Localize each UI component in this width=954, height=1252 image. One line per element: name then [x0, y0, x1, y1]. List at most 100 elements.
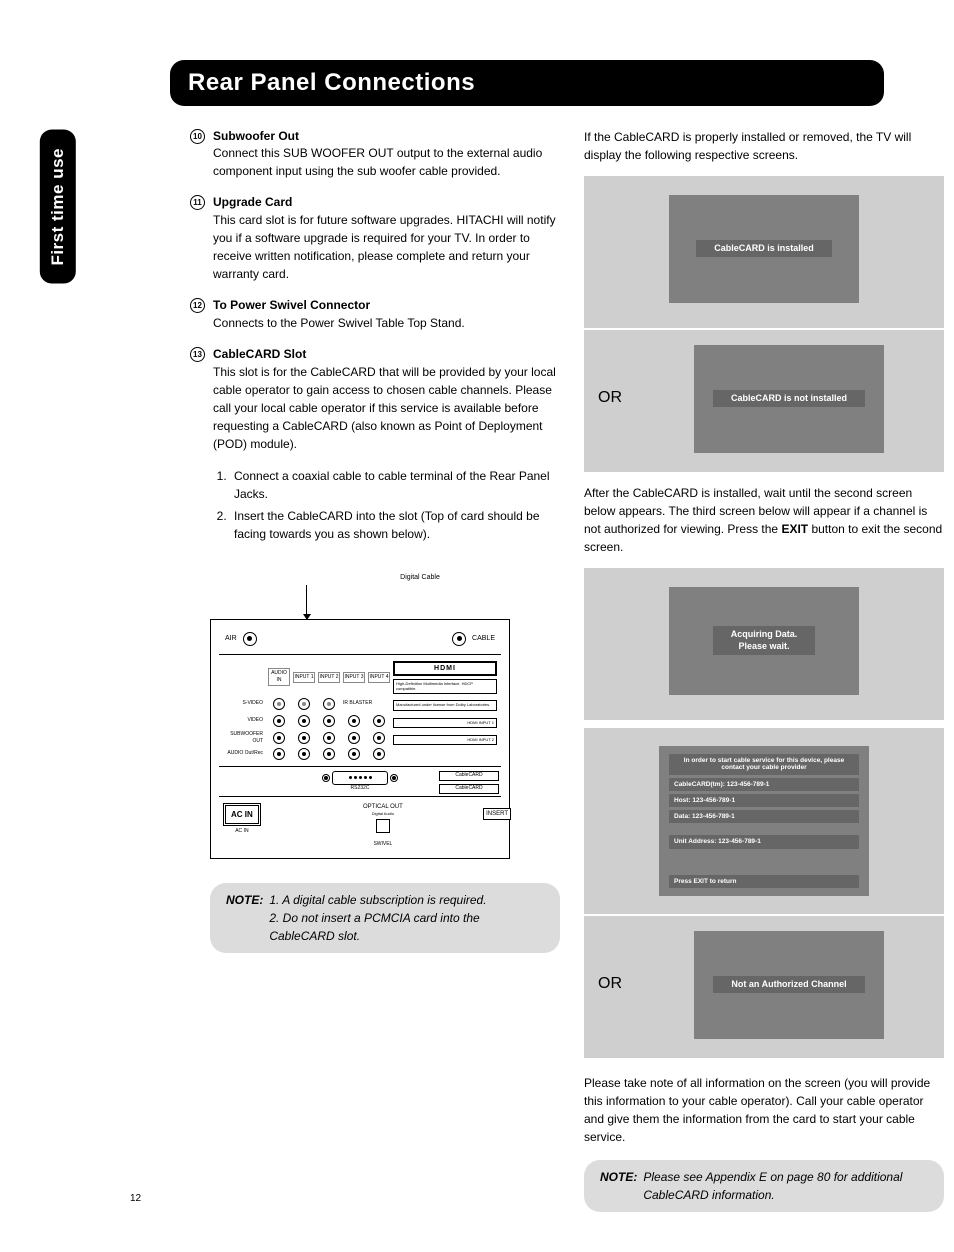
jack-icon — [273, 732, 285, 744]
note-label: NOTE: — [600, 1168, 637, 1204]
note-line-2: 2. Do not insert a PCMCIA card into the … — [269, 911, 479, 943]
jack-icon — [323, 715, 335, 727]
jack-icon — [348, 748, 360, 760]
jack-icon — [273, 698, 285, 710]
or-text: OR — [598, 973, 622, 995]
intro-2: After the CableCARD is installed, wait u… — [584, 484, 944, 556]
screen-4-wrap: In order to start cable service for this… — [584, 728, 944, 914]
screen-5: Not an Authorized Channel — [634, 920, 944, 1050]
jack-icon — [390, 774, 398, 782]
jack-icon — [322, 774, 330, 782]
num-13: 13 — [190, 347, 205, 362]
cablecard-label: CableCARD — [439, 771, 499, 781]
item-title: Upgrade Card — [213, 194, 292, 211]
item-body: Connect this SUB WOOFER OUT output to th… — [213, 144, 560, 180]
or-row-2: OR Not an Authorized Channel — [584, 916, 944, 1058]
item-upgrade: 11 Upgrade Card This card slot is for fu… — [190, 194, 560, 283]
cable-label: CABLE — [472, 634, 495, 644]
rs232-port — [332, 771, 388, 785]
optical-port-icon — [376, 819, 390, 833]
info-exit: Press EXIT to return — [669, 875, 859, 888]
item-swivel: 12 To Power Swivel Connector Connects to… — [190, 297, 560, 332]
jack-icon — [373, 715, 385, 727]
optical-label: OPTICAL OUT — [269, 803, 497, 811]
jack-icon — [323, 698, 335, 710]
right-column: If the CableCARD is properly installed o… — [584, 128, 944, 1212]
air-label: AIR — [225, 634, 237, 644]
hdmi-note: High-Definition Multimedia Interface. HD… — [393, 679, 497, 694]
screen-3: Acquiring Data. Please wait. — [609, 576, 919, 706]
step-1: Connect a coaxial cable to cable termina… — [230, 467, 560, 503]
jack-icon — [373, 748, 385, 760]
cablecard-slot: CableCARD — [439, 784, 499, 794]
jack-icon — [273, 748, 285, 760]
col-hdr: AUDIO IN — [268, 668, 290, 686]
page-title: Rear Panel Connections — [170, 60, 884, 106]
jack-icon — [298, 698, 310, 710]
screen-2: CableCARD is not installed — [634, 334, 944, 464]
jack-icon — [348, 715, 360, 727]
jack-icon — [298, 748, 310, 760]
or-row-1: OR CableCARD is not installed — [584, 330, 944, 472]
air-jack-icon — [243, 632, 257, 646]
page-number: 12 — [130, 1192, 141, 1206]
screen-group-1: CableCARD is installed — [584, 176, 944, 328]
screen-1-msg: CableCARD is installed — [696, 240, 832, 258]
info-l4: Unit Address: 123-456-789-1 — [669, 835, 859, 848]
item-body: Connects to the Power Swivel Table Top S… — [213, 314, 560, 332]
item-title: To Power Swivel Connector — [213, 297, 370, 314]
intro-1: If the CableCARD is properly installed o… — [584, 128, 944, 164]
item-cablecard: 13 CableCARD Slot This slot is for the C… — [190, 346, 560, 453]
row-lbl: AUDIO Out/Rec — [223, 750, 265, 757]
insert-label: INSERT — [483, 808, 511, 820]
jack-icon — [373, 732, 385, 744]
note-line-1: 1. A digital cable subscription is requi… — [269, 893, 486, 907]
ac-in-sub: AC IN — [223, 828, 261, 835]
note-left: NOTE: 1. A digital cable subscription is… — [210, 883, 560, 953]
digital-cable-label: Digital Cable — [280, 573, 560, 583]
info-head: In order to start cable service for this… — [669, 754, 859, 776]
row-lbl: VIDEO — [223, 717, 265, 724]
hdmi-logo: HDMI — [393, 661, 497, 677]
arrow-icon — [306, 585, 307, 619]
outro: Please take note of all information on t… — [584, 1074, 944, 1146]
num-12: 12 — [190, 298, 205, 313]
cable-jack-icon — [452, 632, 466, 646]
screen-group-2: Acquiring Data. Please wait. — [584, 568, 944, 720]
num-10: 10 — [190, 129, 205, 144]
rs232-label: RS232C — [322, 785, 398, 792]
jack-icon — [323, 732, 335, 744]
item-body: This slot is for the CableCARD that will… — [213, 363, 560, 453]
col-hdr: INPUT 3 — [343, 672, 365, 683]
optical-sub: Digital Audio — [269, 811, 497, 817]
col-hdr: INPUT 4 — [368, 672, 390, 683]
intro2b: EXIT — [781, 522, 808, 536]
screen-3-msg: Acquiring Data. Please wait. — [713, 626, 816, 655]
col-hdr: INPUT 1 — [293, 672, 315, 683]
rear-panel-diagram: Digital Cable AIR CABLE AUDIO IN INPUT 1 — [210, 573, 560, 859]
item-subwoofer: 10 Subwoofer Out Connect this SUB WOOFER… — [190, 128, 560, 181]
note-text: Please see Appendix E on page 80 for add… — [643, 1168, 928, 1204]
screen-4: In order to start cable service for this… — [609, 736, 919, 906]
info-l1: CableCARD(tm): 123-456-789-1 — [669, 778, 859, 791]
steps-list: Connect a coaxial cable to cable termina… — [230, 467, 560, 543]
screen-2-msg: CableCARD is not installed — [713, 390, 865, 408]
num-11: 11 — [190, 195, 205, 210]
screen-1: CableCARD is installed — [609, 184, 919, 314]
item-title: Subwoofer Out — [213, 128, 299, 145]
or-text: OR — [598, 387, 622, 409]
jack-icon — [348, 732, 360, 744]
swivel-label: SWIVEL — [269, 841, 497, 848]
item-body: This card slot is for future software up… — [213, 211, 560, 283]
hdmi-port-2: HDMI INPUT 2 — [393, 735, 497, 745]
jack-icon — [298, 715, 310, 727]
hdmi-note2: Manufactured under license from Dolby La… — [393, 700, 497, 710]
left-column: 10 Subwoofer Out Connect this SUB WOOFER… — [190, 128, 560, 1212]
step-2: Insert the CableCARD into the slot (Top … — [230, 507, 560, 543]
row-lbl: S-VIDEO — [223, 700, 265, 707]
info-l3: Data: 123-456-789-1 — [669, 810, 859, 823]
ac-in-box: AC IN — [223, 803, 261, 826]
item-title: CableCARD Slot — [213, 346, 306, 363]
ir-label: IR BLASTER — [343, 700, 390, 707]
jack-icon — [323, 748, 335, 760]
